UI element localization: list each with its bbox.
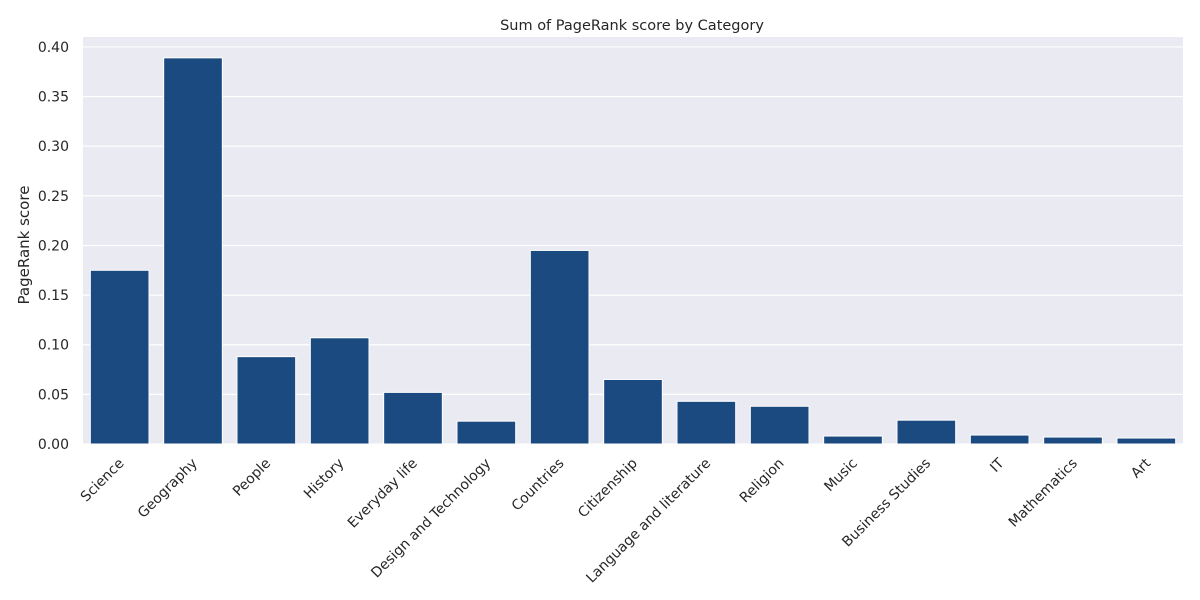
x-tick-label: IT [987,455,1008,476]
y-tick-label: 0.15 [38,288,69,304]
bars [89,57,1177,445]
x-tick-label: Countries [509,456,568,515]
x-tick-label: Music [821,456,860,495]
x-tick-label: Everyday life [345,456,421,532]
y-tick-label: 0.35 [38,90,69,106]
y-tick-label: 0.10 [38,338,69,354]
x-tick-label: Science [78,456,128,506]
x-tick-label: Religion [737,456,788,507]
bar-language-and-literature [676,400,737,445]
x-tick-label: People [230,456,274,500]
bar-business-studies [896,419,957,445]
bar-history [309,337,370,445]
bar-music [823,435,883,445]
y-tick-label: 0.30 [38,139,69,155]
x-tick-label: Mathematics [1006,456,1081,531]
y-tick-label: 0.05 [38,387,69,403]
bar-countries [529,249,590,445]
x-tick-label: Language and literature [583,456,714,587]
x-tick-label: History [301,456,348,503]
bar-it [969,434,1030,445]
x-tick-label: Art [1128,455,1154,481]
y-tick-label: 0.40 [38,40,69,56]
y-tick-labels: 0.00 0.05 0.10 0.15 0.20 0.25 0.30 0.35 0.40 [38,40,69,453]
bar-mathematics [1043,436,1103,445]
bar-geography [163,57,223,445]
bar-art [1116,437,1177,445]
x-tick-label: Geography [135,456,201,522]
bar-religion [749,405,810,445]
bar-everyday-life [383,391,443,445]
x-tick-label: Citizenship [575,455,641,521]
bar-science [89,269,150,445]
y-tick-label: 0.00 [38,437,69,453]
bar-design-and-technology [456,420,517,445]
chart-title: Sum of PageRank score by Category [500,18,764,34]
y-tick-label: 0.25 [38,189,69,205]
x-tick-label: Design and Technology [368,456,494,582]
bar-citizenship [603,378,663,445]
y-tick-label: 0.20 [38,238,69,254]
y-axis-label: PageRank score [15,186,33,305]
bar-people [236,356,297,445]
